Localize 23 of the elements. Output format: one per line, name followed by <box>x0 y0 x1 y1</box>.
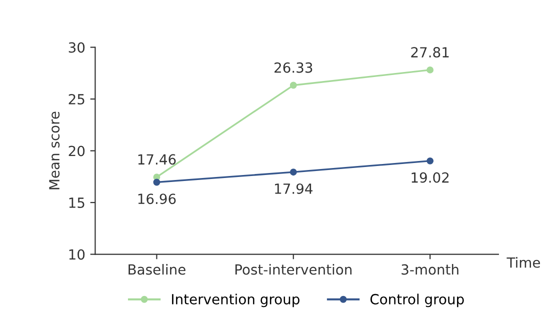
data-label: 17.94 <box>275 183 312 194</box>
x-tick-label: 3-month <box>402 264 458 275</box>
data-label: 26.33 <box>274 62 312 73</box>
y-axis-title: Mean score <box>49 112 60 190</box>
y-tick-label: 25 <box>68 94 84 104</box>
data-label: 17.46 <box>138 154 176 165</box>
data-label: 19.02 <box>412 172 449 183</box>
x-tick-label: Baseline <box>128 264 186 275</box>
y-tick-label: 30 <box>68 42 85 53</box>
y-tick-label: 15 <box>69 198 84 208</box>
point <box>290 82 297 89</box>
point <box>426 157 434 164</box>
point <box>290 168 297 176</box>
legend-label: Control group <box>370 294 464 308</box>
y-tick-label: 10 <box>69 249 85 260</box>
point <box>426 66 434 74</box>
y-tick-label: 20 <box>68 146 85 156</box>
data-label: 16.96 <box>138 194 176 204</box>
point <box>153 178 160 186</box>
data-label: 27.81 <box>411 47 449 58</box>
legend-label: Intervention group <box>172 294 300 308</box>
x-axis-title: Time <box>506 257 540 268</box>
x-tick-label: Post-intervention <box>235 264 352 275</box>
